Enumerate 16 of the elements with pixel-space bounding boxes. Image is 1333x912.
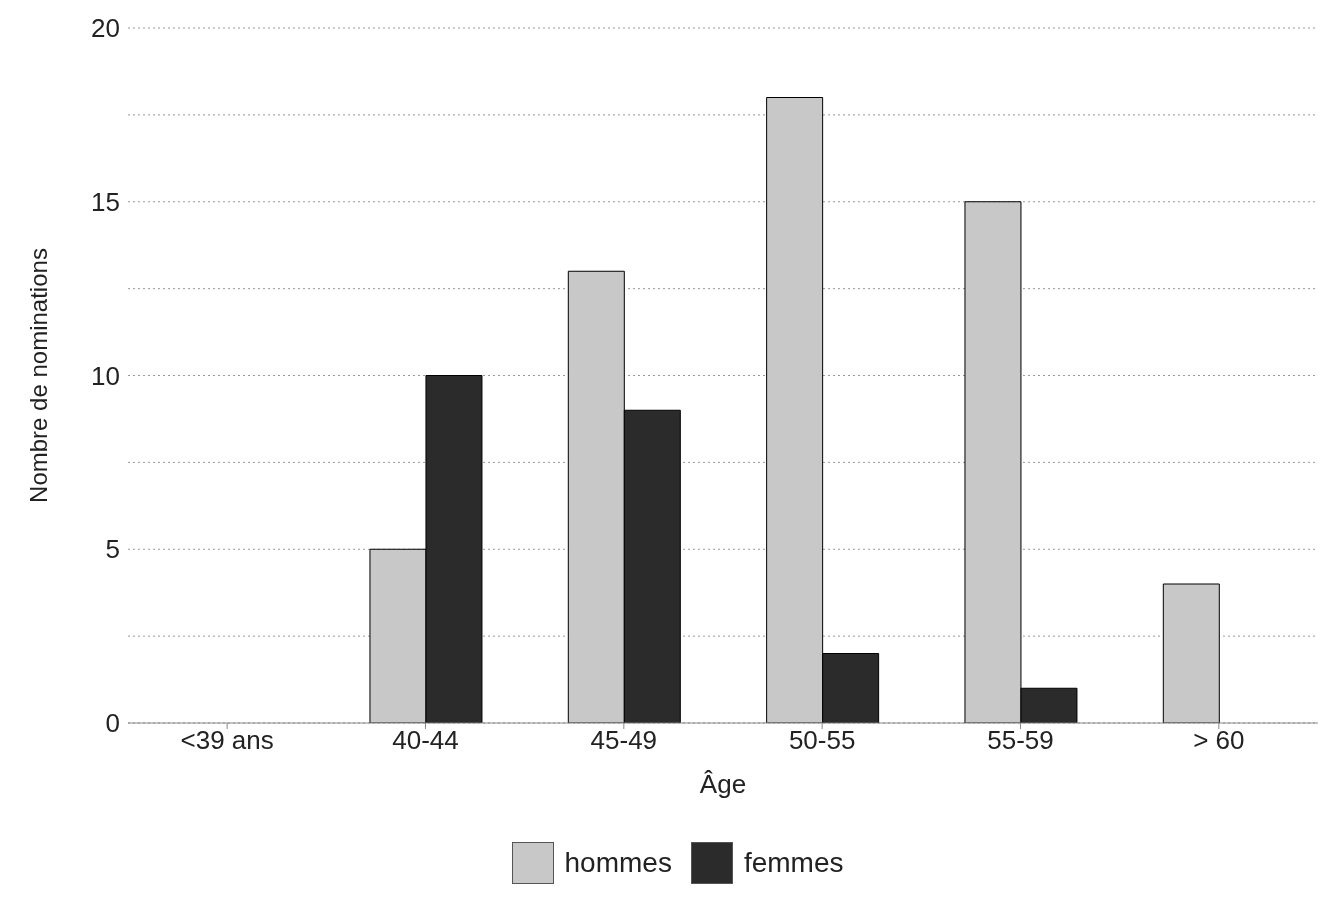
- x-tick-label: 40-44: [392, 725, 459, 756]
- y-tick-label: 5: [105, 534, 120, 565]
- x-tick-label: > 60: [1193, 725, 1245, 756]
- x-axis-title: Âge: [699, 769, 747, 799]
- legend-label: femmes: [743, 847, 844, 879]
- x-tick-label: 55-59: [987, 725, 1054, 756]
- y-tick-label: 10: [91, 360, 120, 391]
- x-tick-label: 50-55: [788, 725, 856, 756]
- bar: [1162, 583, 1220, 723]
- x-tick-label: 45-49: [590, 725, 658, 756]
- y-tick-label: 15: [91, 186, 120, 217]
- y-tick-label: 0: [105, 708, 120, 739]
- y-axis-title: Nombre de nominations: [24, 248, 52, 503]
- legend-label: hommes: [564, 847, 672, 879]
- y-tick-label: 20: [91, 13, 120, 44]
- x-tick-label: <39 ans: [180, 725, 274, 756]
